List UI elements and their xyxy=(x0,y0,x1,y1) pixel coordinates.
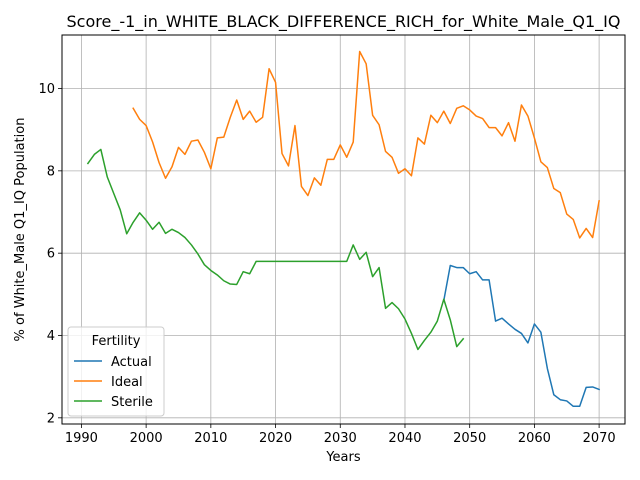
x-tick-label: 2040 xyxy=(388,431,421,446)
y-tick-label: 2 xyxy=(47,411,55,426)
x-tick-label: 2020 xyxy=(259,431,292,446)
y-tick-label: 8 xyxy=(47,164,55,179)
x-tick-label: 2010 xyxy=(194,431,227,446)
x-axis-label: Years xyxy=(325,450,361,465)
x-tick-label: 2000 xyxy=(130,431,163,446)
x-tick-label: 1990 xyxy=(65,431,98,446)
series-line-sterile xyxy=(86,148,465,351)
legend-box xyxy=(67,326,165,417)
legend: Fertility Actual Ideal Sterile xyxy=(67,326,165,417)
series-lines xyxy=(86,50,601,408)
y-tick-label: 10 xyxy=(38,82,55,97)
series-line-ideal xyxy=(132,50,600,239)
legend-label-actual: Actual xyxy=(111,355,152,370)
chart-title: Score_-1_in_WHITE_BLACK_DIFFERENCE_RICH_… xyxy=(67,12,621,32)
x-tick-label: 2050 xyxy=(453,431,486,446)
legend-items: Actual Ideal Sterile xyxy=(74,355,153,410)
axis-ticks: 1990 2000 2010 2020 2030 2040 2050 2060 2070 2 4 6 8… xyxy=(38,82,615,446)
y-tick-label: 6 xyxy=(47,247,55,262)
legend-label-ideal: Ideal xyxy=(111,375,143,390)
x-tick-label: 2060 xyxy=(518,431,551,446)
y-axis-label: % of White_Male Q1_IQ Population xyxy=(13,118,28,342)
legend-label-sterile: Sterile xyxy=(111,395,153,410)
x-tick-label: 2070 xyxy=(583,431,616,446)
series-line-actual xyxy=(442,264,601,408)
y-tick-label: 4 xyxy=(47,329,55,344)
legend-title: Fertility xyxy=(92,334,141,349)
plot-frame xyxy=(61,34,626,425)
x-tick-label: 2030 xyxy=(324,431,357,446)
